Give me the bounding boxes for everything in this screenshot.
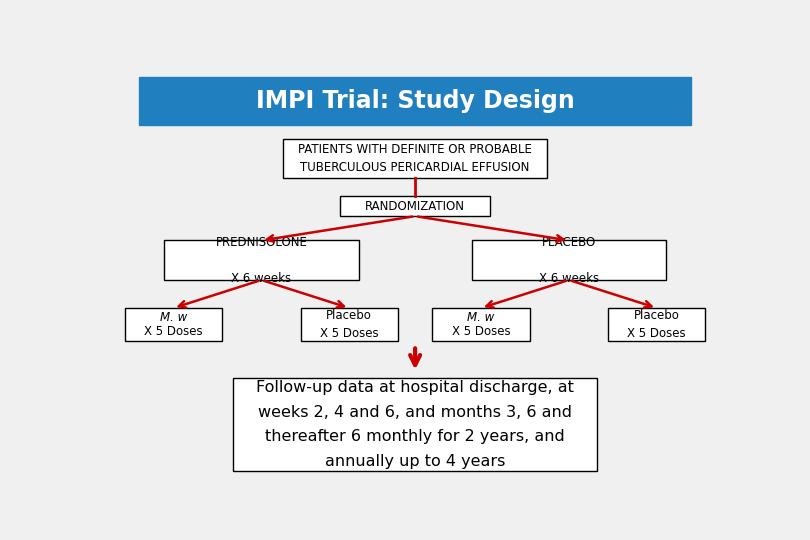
FancyBboxPatch shape [233, 377, 597, 471]
Text: IMPI Trial: Study Design: IMPI Trial: Study Design [256, 89, 574, 113]
FancyBboxPatch shape [471, 240, 666, 280]
Text: Follow-up data at hospital discharge, at
weeks 2, 4 and 6, and months 3, 6 and
t: Follow-up data at hospital discharge, at… [256, 380, 574, 469]
FancyBboxPatch shape [301, 308, 398, 341]
FancyBboxPatch shape [139, 77, 691, 125]
FancyBboxPatch shape [433, 308, 530, 341]
FancyBboxPatch shape [164, 240, 359, 280]
Text: PLACEBO

X 6 weeks: PLACEBO X 6 weeks [539, 236, 599, 285]
Text: M. w: M. w [467, 312, 495, 325]
Text: PREDNISOLONE

X 6 weeks: PREDNISOLONE X 6 weeks [215, 236, 307, 285]
FancyBboxPatch shape [284, 139, 547, 178]
Text: X 5 Doses: X 5 Doses [452, 325, 510, 338]
Text: PATIENTS WITH DEFINITE OR PROBABLE
TUBERCULOUS PERICARDIAL EFFUSION: PATIENTS WITH DEFINITE OR PROBABLE TUBER… [298, 143, 532, 174]
FancyBboxPatch shape [608, 308, 706, 341]
Text: Placebo
X 5 Doses: Placebo X 5 Doses [628, 309, 686, 340]
FancyBboxPatch shape [125, 308, 222, 341]
Text: M. w: M. w [160, 312, 187, 325]
Text: X 5 Doses: X 5 Doses [144, 325, 202, 338]
Text: Placebo
X 5 Doses: Placebo X 5 Doses [320, 309, 378, 340]
Text: RANDOMIZATION: RANDOMIZATION [365, 200, 465, 213]
FancyBboxPatch shape [340, 196, 490, 216]
